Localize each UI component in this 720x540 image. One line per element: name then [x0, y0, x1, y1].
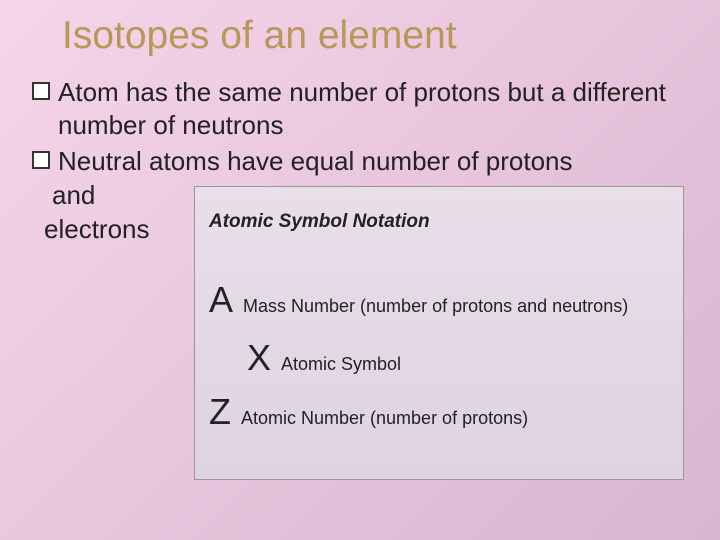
notation-row-z: Z Atomic Number (number of protons)	[209, 391, 528, 433]
notation-row-a: A Mass Number (number of protons and neu…	[209, 279, 628, 321]
notation-row-x: X Atomic Symbol	[247, 337, 401, 379]
notation-desc-a: Mass Number (number of protons and neutr…	[243, 296, 628, 317]
notation-box: Atomic Symbol Notation A Mass Number (nu…	[194, 186, 684, 480]
notation-letter-x: X	[247, 337, 271, 379]
checkbox-icon	[32, 151, 50, 169]
notation-heading: Atomic Symbol Notation	[209, 211, 430, 233]
bullet-2: Neutral atoms have equal number of proto…	[32, 145, 692, 178]
bullet-1: Atom has the same number of protons but …	[32, 76, 692, 141]
bullet-2-and: and	[52, 180, 95, 211]
bullet-1-text: Atom has the same number of protons but …	[58, 76, 692, 141]
notation-desc-z: Atomic Number (number of protons)	[241, 408, 528, 429]
bullet-2-text: Neutral atoms have equal number of proto…	[58, 145, 573, 178]
notation-letter-a: A	[209, 279, 233, 321]
bullet-2-electrons: electrons	[44, 214, 150, 245]
slide-title: Isotopes of an element	[62, 14, 457, 58]
checkbox-icon	[32, 82, 50, 100]
notation-letter-z: Z	[209, 391, 231, 433]
notation-desc-x: Atomic Symbol	[281, 354, 401, 375]
